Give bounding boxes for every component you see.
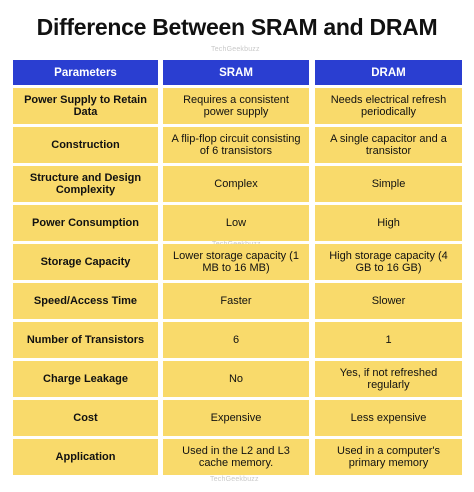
parameter-cell: Storage Capacity bbox=[13, 244, 158, 280]
dram-cell: High storage capacity (4 GB to 16 GB) bbox=[315, 244, 462, 280]
watermark: TechGeekbuzz bbox=[211, 46, 260, 53]
sram-cell: Low bbox=[163, 205, 309, 241]
header-sram: SRAM bbox=[163, 60, 309, 85]
dram-cell: Yes, if not refreshed regularly bbox=[315, 361, 462, 397]
header-parameters: Parameters bbox=[13, 60, 158, 85]
parameter-cell: Construction bbox=[13, 127, 158, 163]
table-row: Structure and Design Complexity Complex … bbox=[13, 166, 462, 202]
dram-cell: Used in a computer's primary memory bbox=[315, 439, 462, 475]
parameter-cell: Structure and Design Complexity bbox=[13, 166, 158, 202]
sram-cell: Expensive bbox=[163, 400, 309, 436]
table-row: Number of Transistors 6 1 bbox=[13, 322, 462, 358]
dram-cell: A single capacitor and a transistor bbox=[315, 127, 462, 163]
parameter-cell: Power Supply to Retain Data bbox=[13, 88, 158, 124]
table-header-row: Parameters SRAM DRAM bbox=[13, 60, 462, 85]
table-row: Speed/Access Time Faster Slower bbox=[13, 283, 462, 319]
sram-cell: Lower storage capacity (1 MB to 16 MB) bbox=[163, 244, 309, 280]
table-row: Power Supply to Retain Data Requires a c… bbox=[13, 88, 462, 124]
sram-cell: Used in the L2 and L3 cache memory. bbox=[163, 439, 309, 475]
comparison-table: Parameters SRAM DRAM Power Supply to Ret… bbox=[13, 60, 462, 478]
sram-cell: A flip-flop circuit consisting of 6 tran… bbox=[163, 127, 309, 163]
parameter-cell: Charge Leakage bbox=[13, 361, 158, 397]
sram-cell: Complex bbox=[163, 166, 309, 202]
table-row: Cost Expensive Less expensive bbox=[13, 400, 462, 436]
parameter-cell: Speed/Access Time bbox=[13, 283, 158, 319]
watermark: TechGeekbuzz bbox=[210, 476, 259, 483]
table-row: Storage Capacity Lower storage capacity … bbox=[13, 244, 462, 280]
dram-cell: Slower bbox=[315, 283, 462, 319]
parameter-cell: Number of Transistors bbox=[13, 322, 158, 358]
dram-cell: Simple bbox=[315, 166, 462, 202]
table-row: Construction A flip-flop circuit consist… bbox=[13, 127, 462, 163]
parameter-cell: Cost bbox=[13, 400, 158, 436]
sram-cell: Requires a consistent power supply bbox=[163, 88, 309, 124]
sram-cell: Faster bbox=[163, 283, 309, 319]
page-title: Difference Between SRAM and DRAM bbox=[36, 14, 438, 40]
dram-cell: High bbox=[315, 205, 462, 241]
sram-cell: No bbox=[163, 361, 309, 397]
table-row: Power Consumption Low High bbox=[13, 205, 462, 241]
table-row: Charge Leakage No Yes, if not refreshed … bbox=[13, 361, 462, 397]
table-row: Application Used in the L2 and L3 cache … bbox=[13, 439, 462, 475]
header-dram: DRAM bbox=[315, 60, 462, 85]
parameter-cell: Application bbox=[13, 439, 158, 475]
dram-cell: Less expensive bbox=[315, 400, 462, 436]
dram-cell: 1 bbox=[315, 322, 462, 358]
dram-cell: Needs electrical refresh periodically bbox=[315, 88, 462, 124]
parameter-cell: Power Consumption bbox=[13, 205, 158, 241]
sram-cell: 6 bbox=[163, 322, 309, 358]
